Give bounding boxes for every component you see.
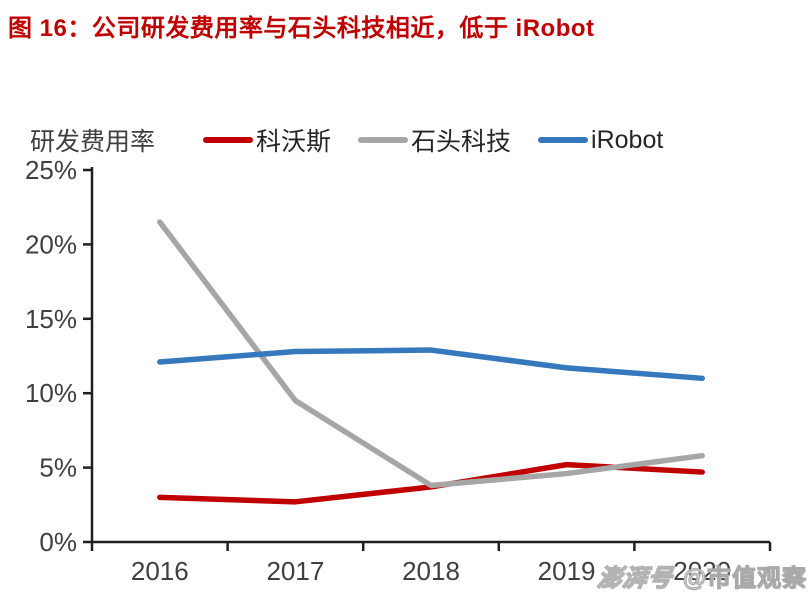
legend-label: iRobot: [591, 125, 664, 154]
legend-item-irobot: iRobot: [538, 126, 663, 155]
legend-line-swatch-blue: [538, 137, 589, 143]
x-tick-label: 2019: [538, 556, 596, 586]
series-line-2: [157, 347, 705, 382]
y-tick-label: 10%: [25, 378, 77, 408]
y-tick-label: 20%: [25, 229, 77, 259]
axes: 0% 5% 10% 15% 20% 25% 2016 2017 2018 2019 2020: [25, 155, 772, 586]
legend-item-roborock: 石头科技: [358, 122, 511, 158]
legend-label: 科沃斯: [256, 128, 332, 156]
y-tick-label: 5%: [39, 453, 77, 483]
x-tick-label: 2017: [266, 556, 324, 586]
series-line-1: [157, 219, 705, 489]
y-tick-label: 25%: [25, 155, 77, 185]
figure-title: 图 16：公司研发费用率与石头科技相近，低于 iRobot: [8, 15, 595, 42]
pengpai-logo: 澎湃号: [595, 564, 675, 592]
y-tick-label: 0%: [39, 527, 77, 557]
x-tick-label: 2016: [131, 556, 189, 586]
watermark: 澎湃号 @市值观察: [595, 558, 807, 593]
x-tick-label: 2020: [673, 556, 731, 586]
chart-legend: 科沃斯 石头科技 iRobot: [203, 122, 663, 158]
y-axis-unit-label: 研发费用率: [30, 128, 156, 156]
x-tick-label: 2018: [402, 556, 460, 586]
legend-item-ecovacs: 科沃斯: [203, 122, 331, 158]
y-tick-label: 15%: [25, 304, 77, 334]
line-chart: 0% 5% 10% 15% 20% 25% 2016 2017 2018 2019 2020: [25, 155, 772, 586]
watermark-handle: @市值观察: [682, 565, 807, 593]
legend-line-swatch-red: [203, 137, 253, 143]
legend-label: 石头科技: [411, 128, 512, 156]
legend-line-swatch-gray: [358, 137, 409, 143]
